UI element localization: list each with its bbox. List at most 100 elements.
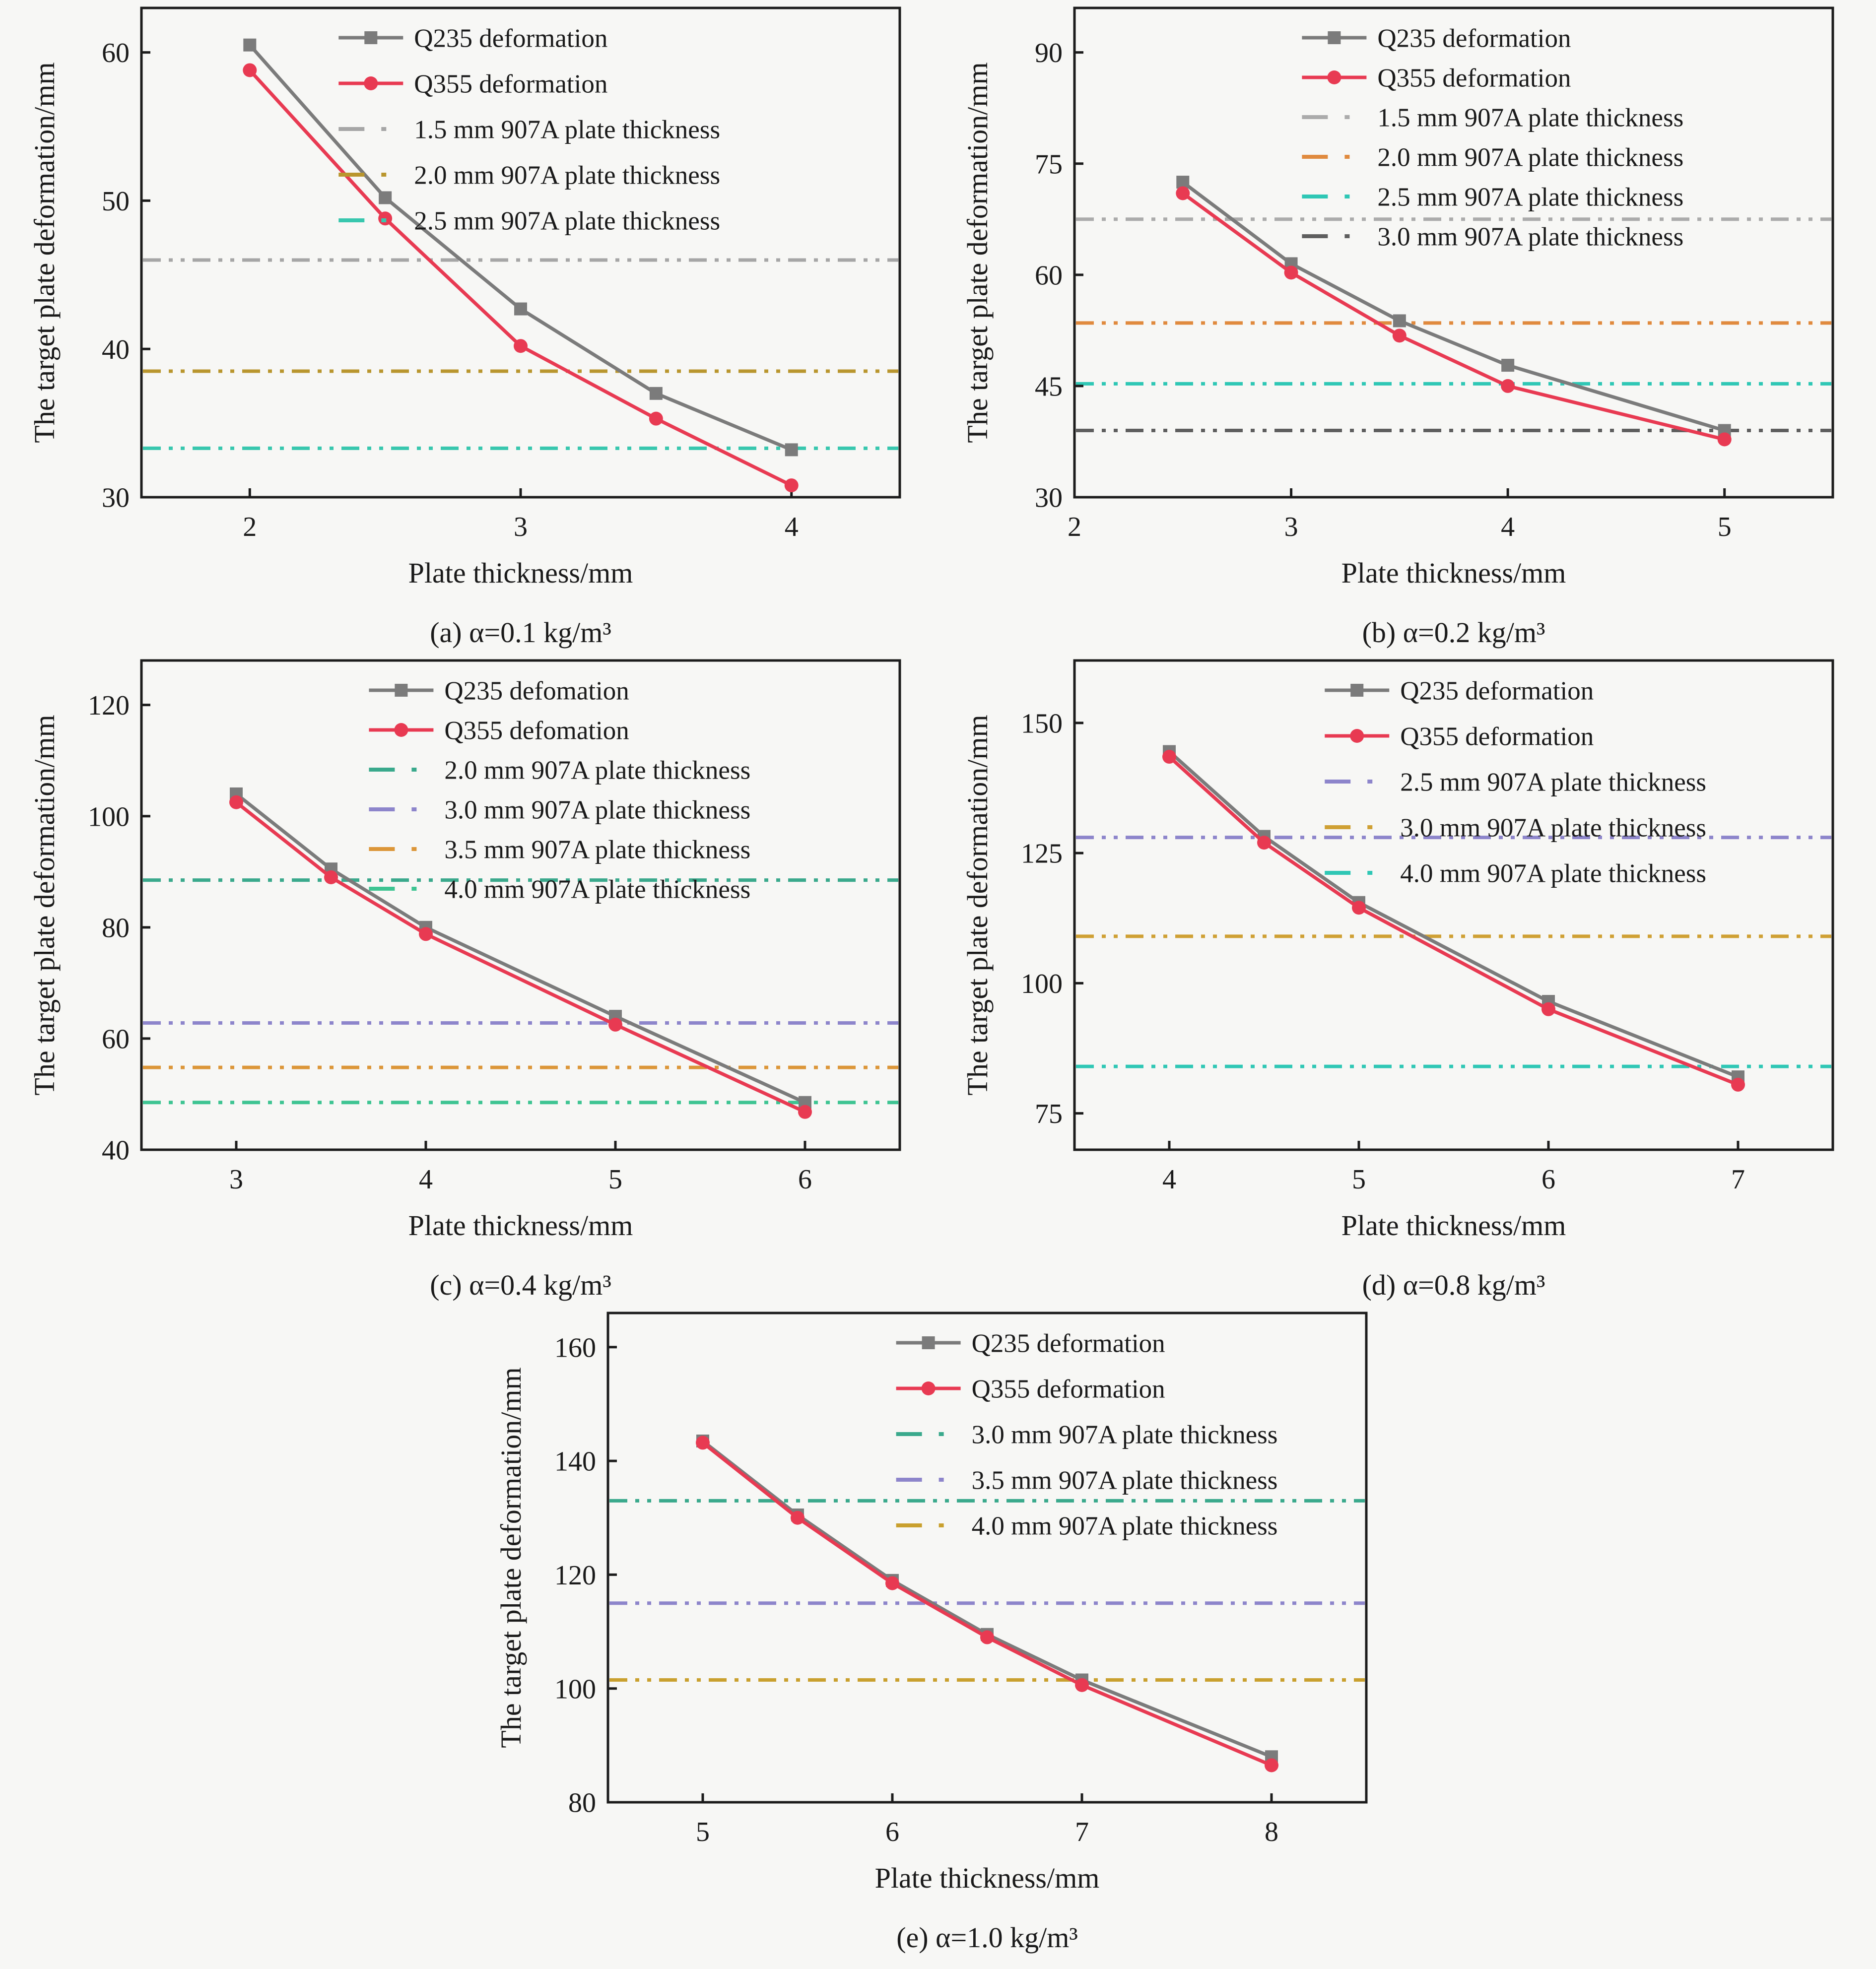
data-point-q355 (1284, 265, 1298, 280)
legend-label: 3.0 mm 907A plate thickness (444, 796, 750, 825)
y-tick-label: 100 (88, 801, 130, 832)
legend-label: Q355 defomation (444, 717, 629, 745)
data-point-q355 (1265, 1758, 1278, 1772)
x-tick-label: 5 (1352, 1164, 1366, 1195)
y-axis-label: The target plate deformation/mm (495, 1367, 527, 1748)
legend-label: 3.5 mm 907A plate thickness (972, 1466, 1278, 1495)
data-point-q355 (1731, 1077, 1745, 1092)
panel-caption: (d) α=0.8 kg/m³ (1362, 1269, 1545, 1301)
x-tick-label: 5 (608, 1164, 622, 1195)
data-point-q355 (419, 927, 433, 941)
data-point-q355 (1541, 1002, 1555, 1016)
data-point-q355 (608, 1017, 622, 1032)
y-tick-label: 30 (1035, 483, 1063, 514)
x-tick-label: 6 (1541, 1164, 1555, 1195)
y-tick-label: 160 (554, 1332, 596, 1363)
data-point-q355 (1392, 328, 1407, 343)
x-tick-label: 7 (1731, 1164, 1745, 1195)
legend-sample-marker (394, 723, 408, 737)
panel-a: 2 3 4 30 40 50 60 Q235 deformation Q355 deformat… (22, 0, 921, 653)
data-point-q235 (785, 443, 798, 457)
data-point-q355 (1717, 432, 1732, 447)
x-tick-label: 6 (798, 1164, 812, 1195)
y-tick-label: 120 (554, 1560, 596, 1591)
data-point-q355 (514, 339, 528, 353)
y-tick-label: 30 (102, 483, 130, 514)
legend-label: 2.5 mm 907A plate thickness (414, 207, 720, 236)
legend-label: Q235 deformation (972, 1329, 1165, 1358)
x-tick-label: 8 (1265, 1817, 1278, 1847)
legend-label: Q355 deformation (1400, 722, 1594, 751)
y-tick-label: 75 (1035, 1099, 1063, 1129)
y-tick-label: 90 (1035, 38, 1063, 68)
x-tick-label: 6 (885, 1817, 899, 1847)
y-tick-label: 100 (1021, 969, 1063, 999)
legend-label: 2.0 mm 907A plate thickness (444, 756, 750, 785)
data-point-q355 (1176, 186, 1190, 200)
y-axis-label: The target plate deformation/mm (28, 715, 61, 1095)
series-line-q235 (701, 1440, 1273, 1759)
series-line-q355 (1168, 755, 1739, 1087)
legend-label: Q355 deformation (414, 70, 607, 99)
x-axis-label: Plate thickness/mm (1341, 1209, 1566, 1242)
legend-sample-marker (921, 1381, 936, 1395)
x-tick-label: 3 (514, 512, 528, 542)
panel-b: 2 3 4 5 30 45 60 75 90 Q235 deformation Q355 defor… (955, 0, 1854, 653)
legend-sample-marker (922, 1336, 935, 1349)
x-tick-label: 3 (229, 1164, 243, 1195)
legend-label: 2.0 mm 907A plate thickness (414, 161, 720, 190)
data-point-q355 (1257, 836, 1271, 850)
y-tick-label: 125 (1021, 839, 1063, 869)
plot-frame (1073, 659, 1834, 1151)
y-tick-label: 80 (102, 913, 130, 943)
y-tick-label: 45 (1035, 372, 1063, 402)
legend-sample-marker (1350, 729, 1364, 743)
y-tick-label: 100 (554, 1674, 596, 1705)
series-line-q235 (248, 44, 793, 452)
chart-e: 5 6 7 8 80 100 120 140 160 Q235 deformation Q355 d… (495, 1312, 1368, 1954)
legend-label: 2.5 mm 907A plate thickness (1400, 768, 1706, 797)
y-tick-label: 75 (1035, 149, 1063, 180)
x-tick-label: 4 (419, 1164, 433, 1195)
y-axis-label: The target plate deformation/mm (28, 62, 61, 443)
panel-c: 3 4 5 6 40 60 80 100 120 Q235 defomation Q355 defo… (22, 653, 921, 1305)
series-line-q235 (1168, 750, 1739, 1079)
legend-label: Q355 deformation (1377, 64, 1571, 93)
data-point-q355 (1352, 901, 1366, 915)
legend-label: 3.0 mm 907A plate thickness (1400, 814, 1706, 843)
figure-row-1: 2 3 4 30 40 50 60 Q235 deformation Q355 deformat… (22, 0, 1854, 653)
data-point-q235 (649, 387, 663, 400)
plot-frame (606, 1312, 1368, 1804)
series-line-q355 (701, 1441, 1273, 1767)
y-tick-label: 40 (102, 334, 130, 365)
y-tick-label: 40 (102, 1135, 130, 1166)
legend-label: 1.5 mm 907A plate thickness (414, 116, 720, 144)
data-point-q355 (885, 1576, 899, 1590)
legend-label: 4.0 mm 907A plate thickness (1400, 859, 1706, 888)
legend-sample-marker (364, 31, 378, 44)
y-tick-label: 120 (88, 690, 130, 721)
y-tick-label: 60 (102, 1024, 130, 1055)
legend-label: 3.0 mm 907A plate thickness (1377, 223, 1683, 252)
data-point-q355 (791, 1510, 804, 1525)
data-point-q355 (229, 795, 243, 809)
y-tick-label: 50 (102, 186, 130, 217)
chart-d: 4 5 6 7 75 100 125 150 Q235 deformation Q355 defo… (961, 659, 1834, 1301)
legend-sample-marker (395, 684, 408, 697)
legend-label: 3.0 mm 907A plate thickness (972, 1421, 1278, 1449)
legend-label: 4.0 mm 907A plate thickness (972, 1512, 1278, 1541)
legend-label: 2.5 mm 907A plate thickness (1377, 183, 1683, 212)
x-tick-label: 5 (1718, 512, 1732, 542)
x-tick-label: 4 (1162, 1164, 1176, 1195)
y-tick-label: 150 (1021, 708, 1063, 739)
data-point-q355 (1162, 750, 1176, 764)
data-point-q235 (243, 38, 257, 52)
y-tick-label: 140 (554, 1446, 596, 1477)
chart-a: 2 3 4 30 40 50 60 Q235 deformation Q355 deformat… (28, 6, 901, 649)
panel-caption: (a) α=0.1 kg/m³ (430, 616, 611, 649)
panel-caption: (c) α=0.4 kg/m³ (430, 1269, 611, 1301)
x-tick-label: 3 (1284, 512, 1298, 542)
data-point-q355 (649, 411, 663, 426)
panel-e: 5 6 7 8 80 100 120 140 160 Q235 deformation Q355 d… (489, 1305, 1387, 1958)
